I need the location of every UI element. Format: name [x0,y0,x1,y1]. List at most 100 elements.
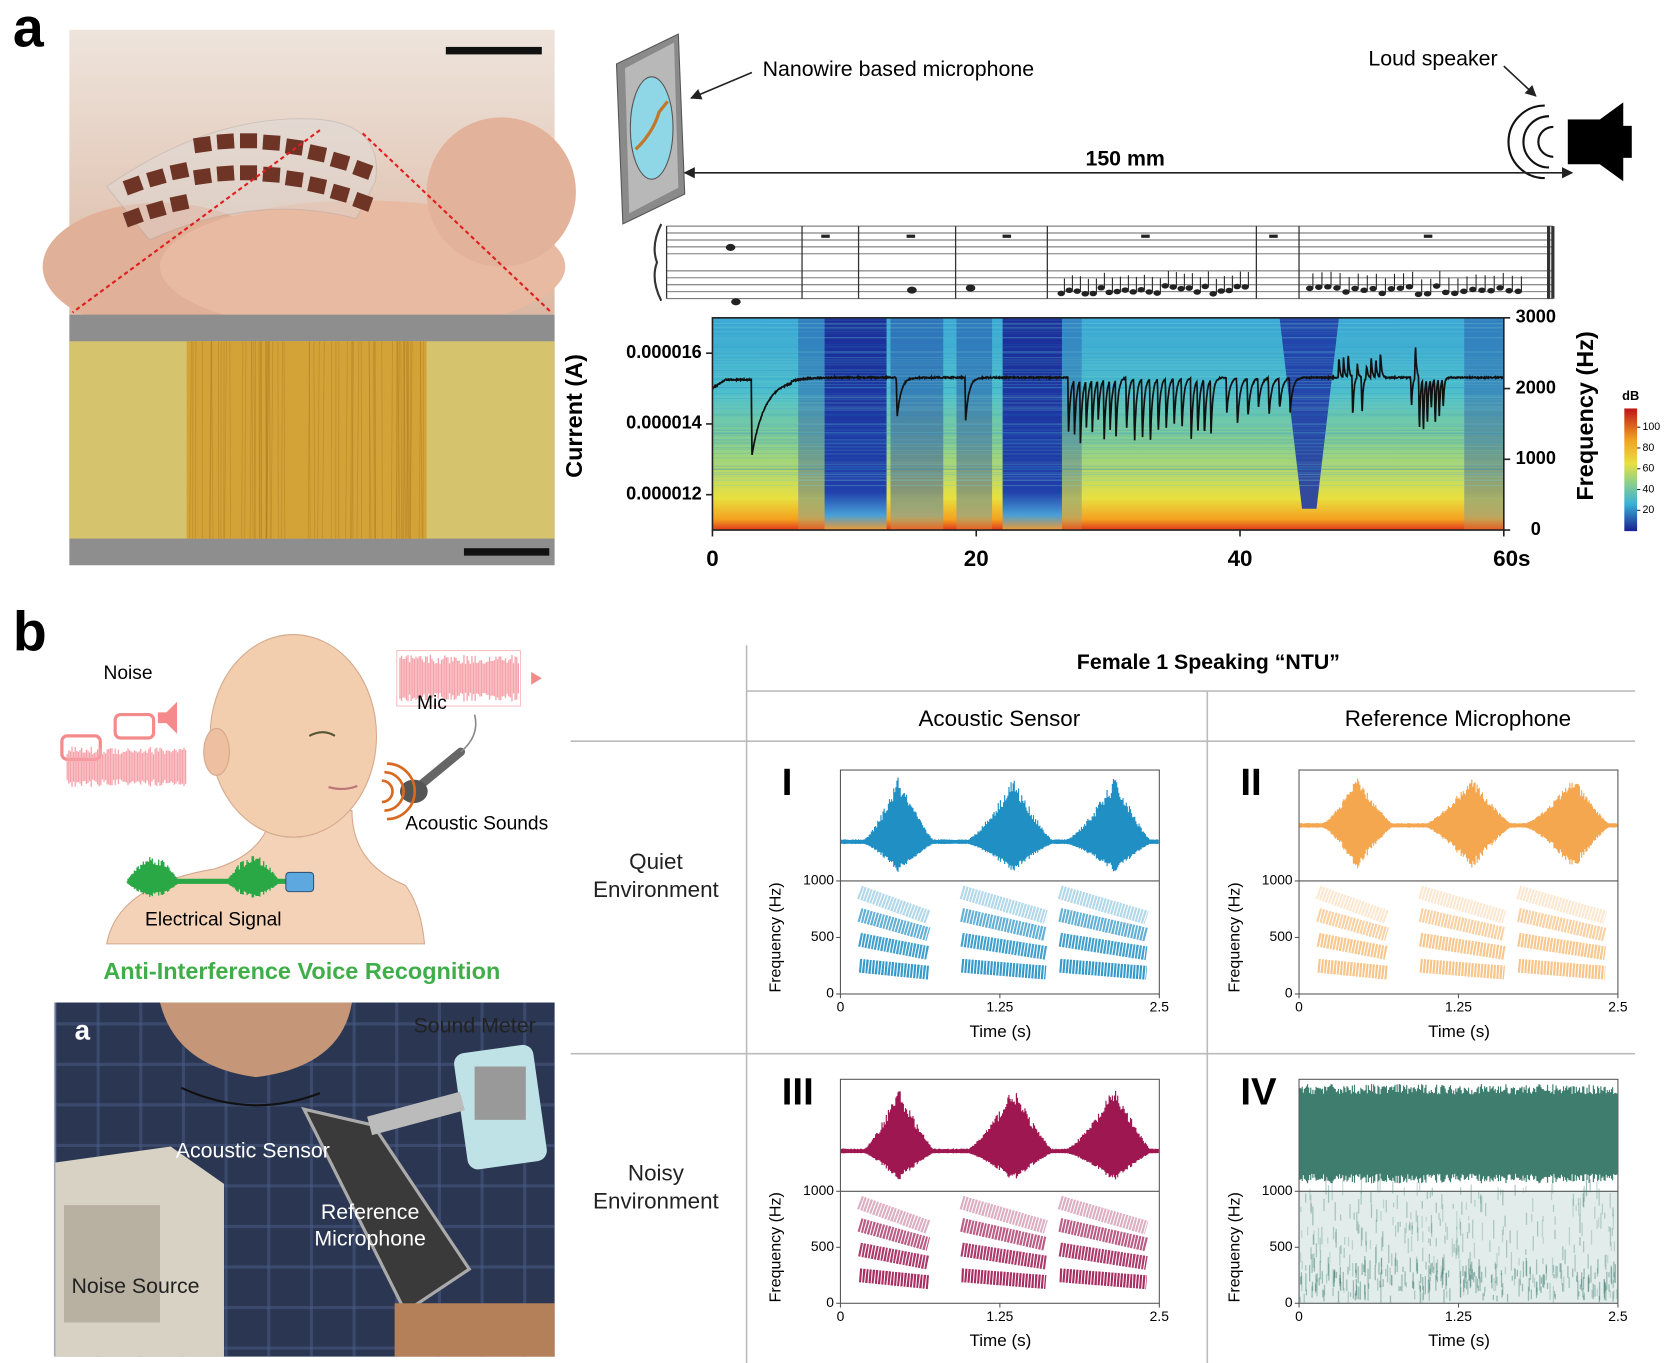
harmonic [1059,1268,1148,1290]
harmonic [1517,932,1606,961]
column-header: Reference Microphone [1345,706,1571,731]
x-tick-label: 40 [1228,546,1253,571]
row-header-box: Noisy Environment [593,1161,719,1214]
illus-label: Noise [103,663,152,684]
wire-streak [419,341,423,539]
harmonic [1316,908,1389,941]
note [1514,288,1522,295]
harmonic [858,958,929,980]
x-axis-label: Time (s) [969,1022,1031,1041]
rest [1423,234,1433,238]
x-tick-label: 0 [1295,999,1303,1015]
electrode [352,159,374,180]
harmonic [960,908,1048,941]
meter-head [367,1091,465,1136]
current-trace [712,347,1504,456]
y-tick-label: 0.000016 [626,342,702,362]
sound-arc [381,779,394,804]
note [1113,288,1121,295]
x-axis-label: Time (s) [969,1331,1031,1350]
panel-numeral: II [1240,761,1261,804]
y-tick-label: 0.000014 [626,413,702,433]
x-tick-label: 0 [1295,1308,1303,1324]
spectrogram-dark [1464,317,1504,531]
electrode [193,136,213,154]
rest [1002,234,1012,238]
pointer [690,71,753,100]
wire-streak [374,341,376,539]
x-tick-label: 60s [1493,546,1530,571]
x-axis-label: Time (s) [1428,1022,1490,1041]
wire-streak [266,341,269,539]
panel-label: b [13,600,47,662]
distance: 150 mm [1085,147,1164,171]
noise-wave [66,746,187,787]
y-tick-label: 500 [1270,928,1293,944]
x-tick-label: 0 [837,1308,845,1324]
table-title: Female 1 Speaking “NTU” [1077,650,1340,674]
x-tick-label: 1.25 [1445,1308,1472,1324]
note [1414,291,1423,298]
wire-streak [313,341,316,539]
x-tick-label: 20 [964,546,989,571]
scale-bar [445,46,542,55]
illus-caption: Anti-Interference Voice Recognition [103,958,500,984]
wire-streak [253,341,256,539]
wire-streak [409,341,412,539]
panel-numeral: IV [1240,1070,1277,1113]
illus-label: Acoustic Sounds [405,813,548,834]
rest [821,234,830,238]
head [209,634,378,838]
y-tick-label: 0 [1285,985,1293,1001]
face [159,1002,352,1078]
y2-tick-label: 2000 [1516,377,1556,397]
note [1161,283,1169,289]
y2-axis-label: Frequency (Hz) [1572,331,1598,500]
harmonic [1057,885,1149,925]
colorbar-tick-label: 60 [1642,463,1654,475]
wire-streak [189,341,192,539]
note [1097,284,1105,291]
note [1496,285,1504,291]
note [1396,285,1405,291]
note [1315,284,1323,290]
nanowires [186,341,427,539]
note [1469,286,1477,293]
colorbar-label: dB [1622,388,1639,403]
x-tick-label: 1.25 [986,1308,1013,1324]
panel-numeral: I [782,761,793,804]
illustration: Noise Mic Acoustic Sounds Electrical Signal… [60,634,548,984]
wire-streak [224,341,227,539]
sound-arc [384,770,405,812]
spectrogram-dark [1061,317,1082,531]
finger [426,117,576,267]
y-tick-label: 1000 [1262,1182,1293,1198]
wire-streak [251,341,254,539]
speaker-icon [157,701,178,734]
note [1333,285,1341,291]
ear [203,727,230,776]
subpanel: IV 0 500 1000 0 1.25 2.5 Time (s) Frequency (Hz) [1226,1070,1628,1350]
note [1209,291,1217,297]
electrode [329,151,351,171]
x-tick-label: 2.5 [1150,1308,1170,1324]
electrode [284,138,304,156]
note [1073,288,1081,294]
column-header: Acoustic Sensor [918,706,1080,731]
spectrogram [712,317,1504,531]
photo-label: Noise Source [71,1274,199,1298]
photo-label: a [75,1015,91,1046]
wire-streak [317,341,320,539]
y2-tick-label: 1000 [1516,448,1556,468]
sound-arc [1537,125,1554,158]
photo-label: Reference Microphone [314,1200,426,1252]
photo-label: Acoustic Sensor [176,1138,330,1162]
note [1387,285,1396,292]
row-header: Noisy Environment [593,1161,719,1214]
scale-bar [463,548,550,556]
harmonic [1059,958,1148,980]
note [965,284,976,292]
y-tick-label: 0 [1285,1294,1293,1310]
wire-streak [400,341,402,539]
wire-streak [407,341,411,539]
